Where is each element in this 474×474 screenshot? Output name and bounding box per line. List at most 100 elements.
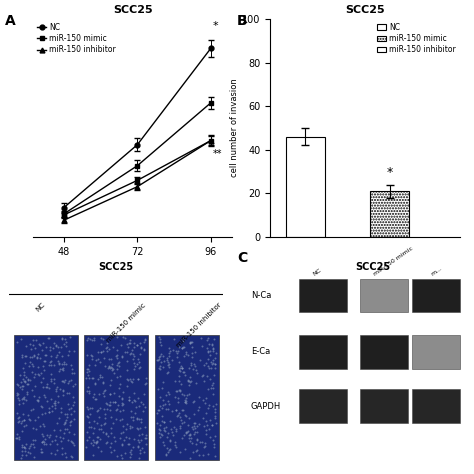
Point bbox=[47, 353, 55, 360]
Point bbox=[31, 345, 39, 352]
Point bbox=[83, 412, 91, 419]
Point bbox=[188, 423, 196, 430]
Point bbox=[23, 388, 30, 396]
Point bbox=[206, 417, 213, 424]
Point bbox=[68, 453, 75, 461]
Point bbox=[40, 391, 47, 399]
Point bbox=[124, 344, 132, 351]
Point bbox=[205, 340, 213, 348]
Point bbox=[173, 349, 181, 357]
Point bbox=[192, 440, 200, 447]
Point bbox=[201, 399, 209, 406]
Point bbox=[210, 345, 217, 352]
Point bbox=[116, 362, 123, 370]
Point bbox=[185, 364, 192, 372]
Point bbox=[164, 397, 172, 405]
Point bbox=[141, 403, 149, 410]
Point bbox=[40, 357, 47, 365]
Point bbox=[85, 405, 92, 413]
Text: miR-150 mimic: miR-150 mimic bbox=[373, 246, 414, 277]
Point bbox=[50, 361, 57, 369]
Point bbox=[43, 397, 50, 405]
Point bbox=[187, 339, 194, 346]
Point bbox=[42, 357, 49, 365]
Point bbox=[204, 386, 211, 393]
Point bbox=[166, 436, 174, 444]
Point bbox=[95, 413, 102, 420]
Point bbox=[166, 344, 173, 352]
Point bbox=[121, 348, 129, 356]
Point bbox=[56, 365, 64, 373]
Point bbox=[89, 437, 96, 444]
Point bbox=[48, 438, 56, 445]
Point bbox=[24, 380, 32, 388]
Point bbox=[141, 336, 149, 344]
FancyBboxPatch shape bbox=[155, 335, 219, 460]
Point bbox=[129, 355, 137, 363]
Point bbox=[18, 351, 25, 358]
Point bbox=[91, 361, 99, 368]
Point bbox=[175, 372, 183, 380]
Point bbox=[160, 425, 167, 432]
Point bbox=[185, 434, 193, 442]
Point bbox=[102, 439, 109, 447]
Point bbox=[202, 426, 210, 434]
Point bbox=[193, 369, 201, 377]
Point bbox=[19, 375, 27, 383]
Point bbox=[138, 419, 146, 426]
Point bbox=[135, 438, 143, 446]
Point bbox=[86, 404, 94, 411]
Point bbox=[101, 419, 109, 427]
Point bbox=[85, 367, 93, 375]
Point bbox=[117, 381, 124, 388]
Point bbox=[52, 385, 59, 393]
Point bbox=[205, 401, 212, 409]
Point bbox=[140, 338, 147, 346]
Point bbox=[15, 400, 23, 408]
Point bbox=[172, 427, 180, 435]
Point bbox=[136, 364, 144, 371]
Point bbox=[198, 373, 206, 380]
Point bbox=[100, 379, 107, 387]
Point bbox=[39, 362, 47, 370]
Point bbox=[193, 436, 201, 443]
Point bbox=[40, 367, 48, 374]
Point bbox=[208, 421, 216, 428]
Point bbox=[155, 426, 163, 433]
Point bbox=[164, 358, 172, 366]
Point bbox=[40, 438, 48, 446]
Point bbox=[181, 344, 188, 351]
Point bbox=[128, 346, 136, 354]
Point bbox=[31, 416, 38, 424]
Point bbox=[212, 401, 220, 408]
Point bbox=[142, 440, 150, 447]
Point bbox=[123, 349, 130, 356]
Point bbox=[16, 383, 24, 391]
Point bbox=[209, 390, 216, 398]
Point bbox=[129, 350, 137, 358]
Point bbox=[119, 406, 127, 414]
Point bbox=[119, 400, 127, 408]
Point bbox=[89, 452, 97, 459]
Point bbox=[19, 365, 27, 372]
Point bbox=[156, 336, 164, 343]
Point bbox=[171, 438, 179, 446]
Point bbox=[67, 410, 75, 418]
Point bbox=[182, 350, 190, 358]
Point bbox=[156, 433, 164, 441]
Point bbox=[23, 380, 31, 388]
Point bbox=[186, 340, 193, 347]
Point bbox=[200, 371, 207, 379]
Point bbox=[35, 363, 42, 371]
Point bbox=[119, 422, 127, 429]
Point bbox=[106, 406, 114, 414]
Point bbox=[39, 438, 46, 445]
Point bbox=[130, 396, 138, 404]
Point bbox=[130, 359, 137, 367]
Point bbox=[59, 336, 66, 343]
Point bbox=[131, 339, 138, 347]
Point bbox=[112, 415, 119, 422]
Point bbox=[159, 401, 167, 409]
Point bbox=[97, 348, 104, 356]
FancyBboxPatch shape bbox=[84, 335, 148, 460]
